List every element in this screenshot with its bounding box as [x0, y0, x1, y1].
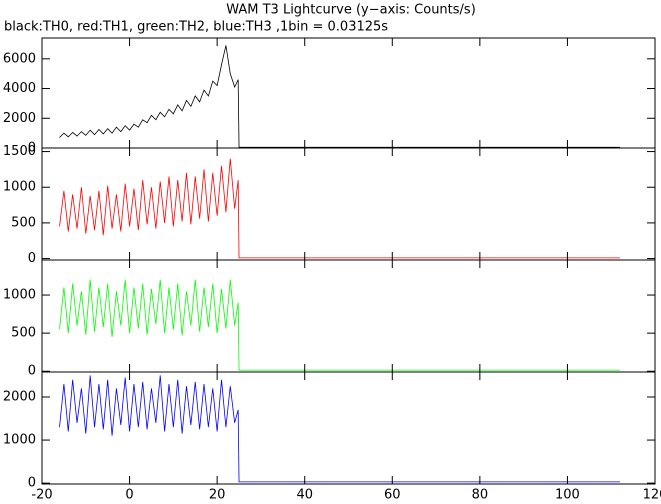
- x-tick-label: -20: [31, 488, 52, 503]
- x-tick-label: 20: [209, 488, 226, 503]
- y-tick-label: 500: [11, 215, 36, 230]
- y-tick-label: 0: [28, 364, 36, 379]
- panel-frame: [41, 371, 656, 485]
- light-curve: [59, 279, 620, 371]
- x-tick-label: 100: [555, 488, 580, 503]
- x-tick-label: 120: [643, 488, 661, 503]
- chart-subtitle: black:TH0, red:TH1, green:TH2, blue:TH3 …: [4, 20, 388, 35]
- panel-frame: [41, 147, 656, 261]
- panel-frame: [41, 259, 656, 373]
- panel-frame: [41, 37, 656, 149]
- x-tick-label: 40: [296, 488, 313, 503]
- y-tick-label: 0: [28, 141, 36, 156]
- y-tick-label: 1000: [3, 180, 36, 195]
- y-tick-label: 1500: [3, 144, 36, 159]
- y-tick-label: 4000: [3, 81, 36, 96]
- y-tick-label: 500: [11, 326, 36, 341]
- x-tick-label: 60: [384, 488, 401, 503]
- light-curve: [59, 45, 620, 148]
- y-tick-label: 2000: [3, 111, 36, 126]
- light-curve: [59, 158, 620, 259]
- chart-title: WAM T3 Lightcurve (y−axis: Counts/s): [226, 3, 476, 18]
- x-tick-label: 80: [472, 488, 489, 503]
- y-tick-label: 2000: [3, 389, 36, 404]
- y-tick-label: 1000: [3, 288, 36, 303]
- y-tick-label: 6000: [3, 51, 36, 66]
- light-curve: [59, 375, 620, 483]
- x-tick-label: 0: [125, 488, 133, 503]
- y-tick-label: 1000: [3, 433, 36, 448]
- y-tick-label: 0: [28, 476, 36, 491]
- y-tick-label: 0: [28, 251, 36, 266]
